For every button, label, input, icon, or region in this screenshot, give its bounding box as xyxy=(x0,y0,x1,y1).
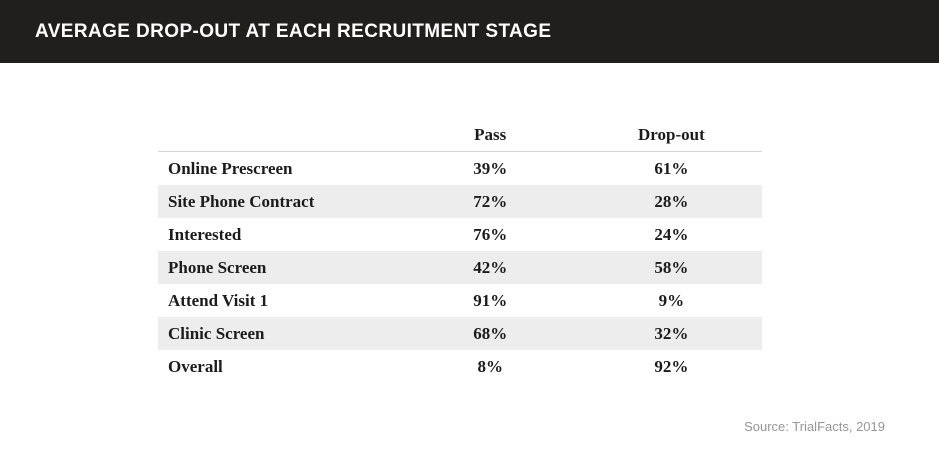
dropout-table: Pass Drop-out Online Prescreen 39% 61% S… xyxy=(158,119,762,383)
table-row: Phone Screen 42% 58% xyxy=(158,251,762,284)
stage-cell: Interested xyxy=(168,224,242,244)
page-title: AVERAGE DROP-OUT AT EACH RECRUITMENT STA… xyxy=(35,20,552,42)
table-row: Online Prescreen 39% 61% xyxy=(158,152,762,185)
header-dropout-cell: Drop-out xyxy=(638,125,705,144)
table-header-row: Pass Drop-out xyxy=(158,119,762,152)
pass-cell: 42% xyxy=(473,257,508,277)
stage-cell: Online Prescreen xyxy=(168,158,293,178)
stage-cell: Phone Screen xyxy=(168,257,267,277)
title-bar: AVERAGE DROP-OUT AT EACH RECRUITMENT STA… xyxy=(0,0,939,63)
pass-cell: 39% xyxy=(473,158,508,178)
table-row: Attend Visit 1 91% 9% xyxy=(158,284,762,317)
stage-cell: Site Phone Contract xyxy=(168,191,315,211)
table-row: Site Phone Contract 72% 28% xyxy=(158,185,762,218)
stage-cell: Overall xyxy=(168,356,223,376)
dropout-cell: 28% xyxy=(654,191,689,211)
dropout-cell: 61% xyxy=(654,158,689,178)
pass-cell: 68% xyxy=(473,323,508,343)
dropout-cell: 32% xyxy=(654,323,689,343)
source-attribution: Source: TrialFacts, 2019 xyxy=(744,419,885,434)
stage-cell: Attend Visit 1 xyxy=(168,290,269,310)
header-pass-cell: Pass xyxy=(474,125,507,144)
dropout-cell: 24% xyxy=(654,224,689,244)
dropout-cell: 9% xyxy=(658,290,685,310)
table-row: Interested 76% 24% xyxy=(158,218,762,251)
pass-cell: 8% xyxy=(477,356,503,376)
table-row: Clinic Screen 68% 32% xyxy=(158,317,762,350)
table-row: Overall 8% 92% xyxy=(158,350,762,383)
dropout-cell: 92% xyxy=(654,356,689,376)
pass-cell: 72% xyxy=(473,191,508,211)
pass-cell: 91% xyxy=(473,290,508,310)
pass-cell: 76% xyxy=(473,224,508,244)
dropout-cell: 58% xyxy=(654,257,689,277)
stage-cell: Clinic Screen xyxy=(168,323,265,343)
